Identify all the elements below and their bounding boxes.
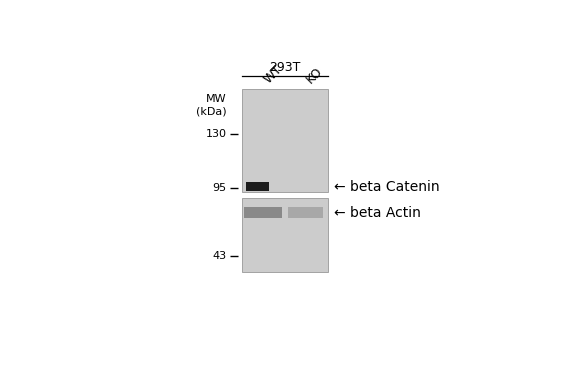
Text: 43: 43 xyxy=(212,251,226,261)
Bar xyxy=(288,207,323,218)
Text: ← beta Actin: ← beta Actin xyxy=(334,206,421,220)
Bar xyxy=(244,207,282,218)
Text: ← beta Catenin: ← beta Catenin xyxy=(334,180,440,194)
Bar xyxy=(246,182,269,191)
Text: KO: KO xyxy=(304,65,325,87)
Bar xyxy=(242,198,328,273)
Text: 130: 130 xyxy=(205,129,226,139)
Text: 293T: 293T xyxy=(269,62,300,74)
Bar xyxy=(242,89,328,192)
Text: MW
(kDa): MW (kDa) xyxy=(196,94,226,116)
Text: 95: 95 xyxy=(212,183,226,193)
Text: WT: WT xyxy=(261,63,285,87)
